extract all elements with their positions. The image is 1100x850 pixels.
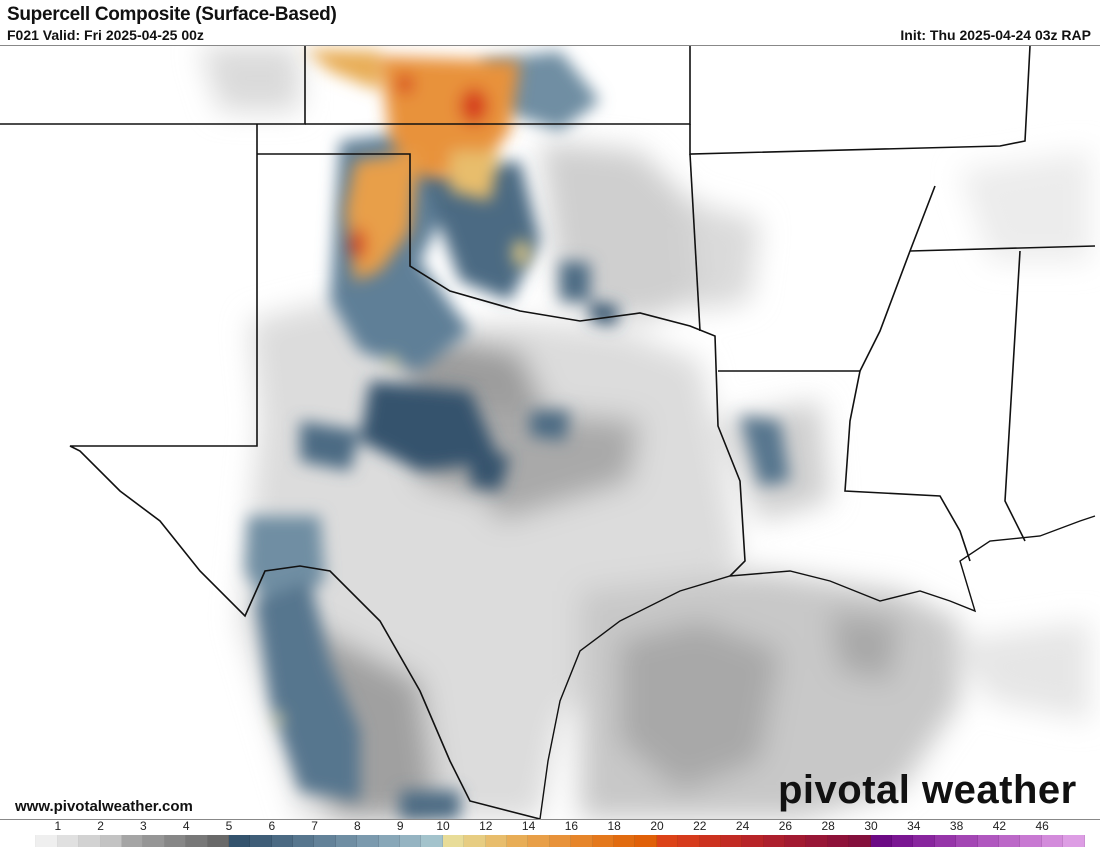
colorbar-swatch [934,835,957,847]
colorbar-label: 2 [97,819,104,833]
colorbar-label: 24 [735,819,750,833]
colorbar-swatch [228,835,251,847]
colorbar [15,835,1085,847]
colorbar-swatch [849,835,871,847]
colorbar-swatch [314,835,336,847]
colorbar-swatch [720,835,743,847]
colorbar-label: 14 [521,819,536,833]
colorbar-labels: 1 2 3 4 5 6 7 8 9 10 12 14 16 18 20 22 24 26 28 30 34 38 42 46 [0,819,1100,833]
colorbar-swatch [121,835,144,847]
colorbar-swatch [549,835,572,847]
colorbar-swatch [421,835,443,847]
colorbar-label: 22 [693,819,707,833]
colorbar-label: 5 [225,819,233,833]
colorbar-swatch [293,835,315,847]
colorbar-label: 4 [182,819,190,833]
colorbar-label: 6 [268,819,276,833]
colorbar-swatch [164,835,187,847]
colorbar-swatch [207,835,229,847]
init-time: Init: Thu 2025-04-24 03z RAP [900,27,1091,43]
colorbar-label: 8 [354,819,361,833]
colorbar-swatch [442,835,465,847]
colorbar-swatch [464,835,486,847]
colorbar-swatch [15,835,37,847]
map-title: Supercell Composite (Surface-Based) [7,4,337,25]
colorbar-swatch [571,835,593,847]
colorbar-swatch [635,835,657,847]
colorbar-swatch [678,835,700,847]
colorbar-swatch [528,835,550,847]
weather-map[interactable] [0,45,1100,820]
colorbar-swatch [1063,835,1085,847]
colorbar-label: 3 [140,819,147,833]
colorbar-swatch [36,835,58,847]
colorbar-swatch [400,835,422,847]
colorbar-swatch [913,835,935,847]
blue-field [245,51,790,819]
colorbar-label: 46 [1035,819,1049,833]
colorbar-label: 16 [564,819,579,833]
colorbar-swatch [186,835,208,847]
colorbar-swatch [271,835,294,847]
colorbar-swatch [143,835,165,847]
colorbar-swatch [827,835,850,847]
colorbar-label: 12 [479,819,493,833]
colorbar-swatch [592,835,614,847]
colorbar-swatch [892,835,914,847]
colorbar-swatch [956,835,978,847]
pivotal-weather-logo: pivotal weather [778,768,1077,812]
colorbar-swatch [1020,835,1042,847]
colorbar-swatch [656,835,679,847]
colorbar-label: 26 [778,819,793,833]
colorbar-swatch [378,835,401,847]
colorbar-swatch [998,835,1021,847]
colorbar-swatch [742,835,764,847]
colorbar-label: 9 [396,819,404,833]
colorbar-swatch [806,835,828,847]
state-borders [0,46,1096,819]
colorbar-label: 34 [907,819,921,833]
colorbar-swatch [357,835,379,847]
colorbar-label: 42 [992,819,1007,833]
colorbar-swatch [485,835,507,847]
colorbar-label: 18 [607,819,621,833]
colorbar-swatch [699,835,721,847]
colorbar-swatch [870,835,893,847]
colorbar-label: 7 [311,819,318,833]
colorbar-swatch [977,835,999,847]
colorbar-label: 20 [650,819,664,833]
colorbar-swatch [763,835,786,847]
colorbar-label: 10 [436,819,450,833]
colorbar-swatch [250,835,272,847]
map-canvas [0,46,1096,819]
warm-field [275,49,529,725]
colorbar-swatch [613,835,636,847]
coastline [539,515,1096,819]
website-url[interactable]: www.pivotalweather.com [15,798,193,815]
colorbar-swatch [57,835,80,847]
colorbar-label: 28 [821,819,835,833]
colorbar-swatch [506,835,529,847]
colorbar-swatch [1041,835,1064,847]
colorbar-swatch [79,835,101,847]
colorbar-label: 38 [949,819,964,833]
colorbar-swatch [785,835,807,847]
colorbar-swatch [335,835,358,847]
colorbar-label: 1 [54,819,62,833]
valid-time: F021 Valid: Fri 2025-04-25 00z [7,27,204,43]
colorbar-label: 30 [864,819,878,833]
colorbar-swatch [100,835,122,847]
